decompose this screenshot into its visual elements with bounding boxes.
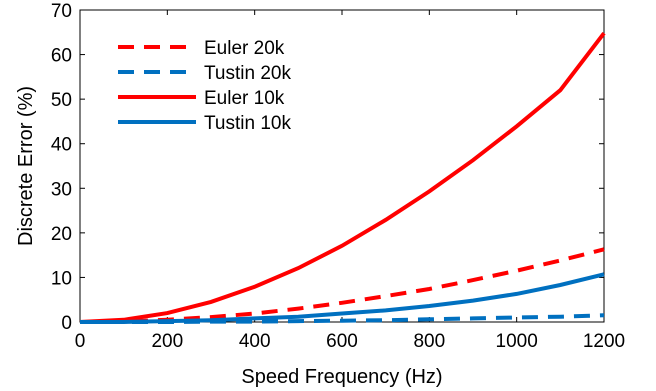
- legend: Euler 20k Tustin 20k Euler 10k Tustin 10k: [118, 38, 291, 134]
- x-axis-label: Speed Frequency (Hz): [241, 366, 442, 388]
- x-tick-label: 0: [75, 331, 86, 352]
- legend-label-0: Euler 20k: [204, 38, 285, 59]
- x-tick-label: 400: [239, 331, 271, 352]
- series-line-2: [79, 31, 606, 324]
- y-tick-label: 10: [51, 268, 72, 289]
- y-tick-label: 50: [51, 90, 72, 111]
- x-tick-label: 800: [413, 331, 445, 352]
- x-tick-label: 600: [326, 331, 358, 352]
- legend-label-1: Tustin 20k: [204, 63, 291, 84]
- y-tick-label: 40: [51, 135, 72, 156]
- y-tick-label: 0: [61, 313, 72, 334]
- series-line-0: [79, 247, 605, 324]
- y-tick-label: 20: [51, 224, 72, 245]
- x-tick-label: 1000: [496, 331, 538, 352]
- y-tick-label: 60: [51, 46, 72, 67]
- x-tick-label: 1200: [583, 331, 625, 352]
- plot-frame: [79, 9, 605, 323]
- y-tick-label: 30: [51, 179, 72, 200]
- y-tick-label: 70: [51, 1, 72, 22]
- x-tick-label: 200: [151, 331, 183, 352]
- legend-label-3: Tustin 10k: [204, 113, 291, 134]
- series-layer: [79, 31, 606, 324]
- series-line-3: [80, 272, 605, 324]
- y-axis-label: Discrete Error (%): [15, 86, 37, 246]
- axis-ticks: 0 200 400 600 800 1000 1200 0 10 20 30 40 50 60 70: [51, 1, 625, 352]
- legend-label-2: Euler 10k: [204, 88, 285, 109]
